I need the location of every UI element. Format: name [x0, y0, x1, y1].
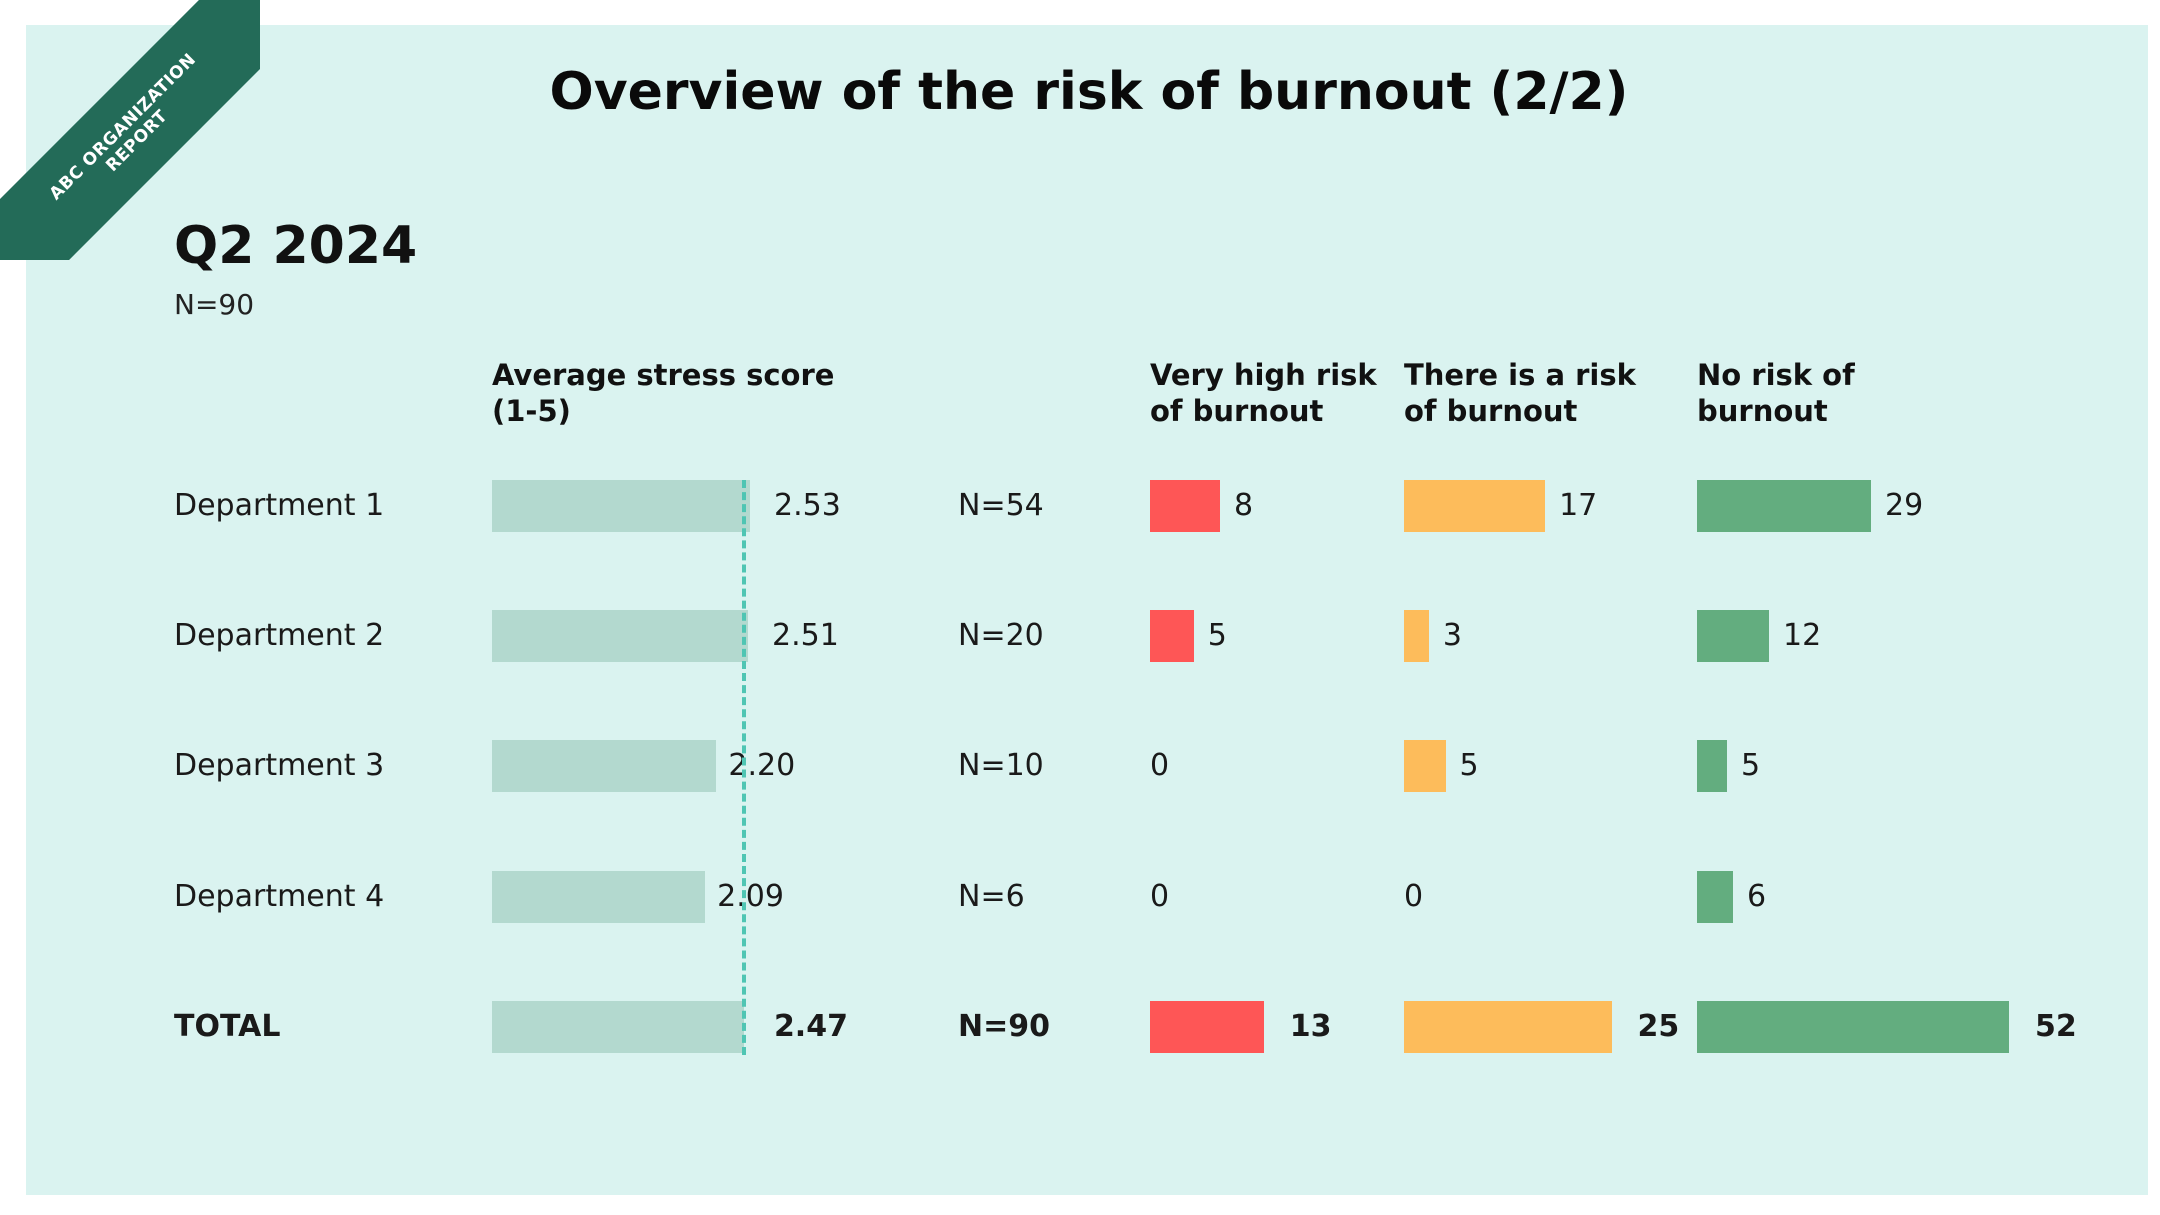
header-very-high-line-1: Very high risk	[1150, 358, 1377, 392]
bar-stress-3	[492, 740, 717, 792]
value-risk-5: 25	[1637, 1009, 1680, 1044]
header-no-risk-line-1: No risk of	[1697, 358, 1855, 392]
bar-stress-1	[492, 480, 751, 532]
header-no-risk-line-2: burnout	[1697, 394, 1828, 428]
period-sample-size: N=90	[174, 288, 255, 321]
header-very-high-line-2: of burnout	[1150, 394, 1324, 428]
value-risk-2: 3	[1442, 618, 1462, 653]
value-stress-1: 2.53	[774, 488, 841, 523]
bar-no-risk-2	[1697, 610, 1769, 662]
value-stress-2: 2.51	[772, 618, 839, 653]
value-no-risk-4: 6	[1747, 879, 1767, 914]
value-risk-4: 0	[1404, 879, 1424, 914]
header-stress-line-1: Average stress score	[492, 358, 835, 392]
bar-no-risk-5	[1697, 1001, 2009, 1053]
bar-no-risk-3	[1697, 740, 1727, 792]
value-risk-3: 5	[1459, 748, 1479, 783]
header-stress: Average stress score (1-5)	[492, 357, 834, 429]
header-very-high: Very high risk of burnout	[1150, 357, 1377, 429]
bar-risk-1	[1404, 480, 1546, 532]
header-risk-line-2: of burnout	[1404, 394, 1578, 428]
average-reference-line	[741, 480, 746, 1055]
value-very-high-1: 8	[1234, 488, 1254, 523]
bar-risk-3	[1404, 740, 1446, 792]
value-very-high-3: 0	[1150, 748, 1170, 783]
bar-stress-5	[492, 1001, 744, 1053]
sample-size-3: N=10	[958, 748, 1044, 783]
report-panel	[26, 25, 2148, 1195]
ribbon-line-1: ABC ORGANIZATION	[45, 49, 200, 204]
header-stress-line-2: (1-5)	[492, 394, 571, 428]
row-label-4: Department 4	[174, 879, 385, 914]
bar-very-high-2	[1150, 610, 1194, 662]
sample-size-4: N=6	[958, 879, 1025, 914]
bar-stress-4	[492, 871, 706, 923]
value-no-risk-2: 12	[1783, 618, 1822, 653]
row-label-3: Department 3	[174, 748, 385, 783]
value-no-risk-3: 5	[1741, 748, 1761, 783]
sample-size-2: N=20	[958, 618, 1044, 653]
bar-risk-5	[1404, 1001, 1612, 1053]
value-very-high-2: 5	[1207, 618, 1227, 653]
value-stress-3: 2.20	[728, 748, 796, 783]
value-risk-1: 17	[1559, 488, 1598, 523]
value-stress-4: 2.09	[717, 879, 784, 914]
report-ribbon: ABC ORGANIZATION REPORT	[0, 0, 260, 260]
header-risk-line-1: There is a risk	[1404, 358, 1636, 392]
value-no-risk-5: 52	[2035, 1009, 2077, 1044]
sample-size-1: N=54	[958, 488, 1044, 523]
bar-risk-2	[1404, 610, 1429, 662]
row-label-2: Department 2	[174, 618, 385, 653]
value-no-risk-1: 29	[1885, 488, 1924, 523]
row-label-5: TOTAL	[174, 1009, 281, 1044]
period-label: Q2 2024	[174, 216, 418, 276]
bar-very-high-1	[1150, 480, 1220, 532]
header-risk: There is a risk of burnout	[1404, 357, 1636, 429]
value-stress-5: 2.47	[773, 1009, 848, 1044]
header-no-risk: No risk of burnout	[1697, 357, 1855, 429]
bar-very-high-5	[1150, 1001, 1264, 1053]
sample-size-5: N=90	[958, 1009, 1050, 1044]
value-very-high-5: 13	[1289, 1009, 1332, 1044]
bar-no-risk-4	[1697, 871, 1733, 923]
row-label-1: Department 1	[174, 488, 385, 523]
bar-no-risk-1	[1697, 480, 1871, 532]
bar-stress-2	[492, 610, 749, 662]
value-very-high-4: 0	[1150, 879, 1170, 914]
ribbon-banner: ABC ORGANIZATION REPORT	[0, 0, 260, 260]
page-title: Overview of the risk of burnout (2/2)	[549, 62, 1629, 122]
